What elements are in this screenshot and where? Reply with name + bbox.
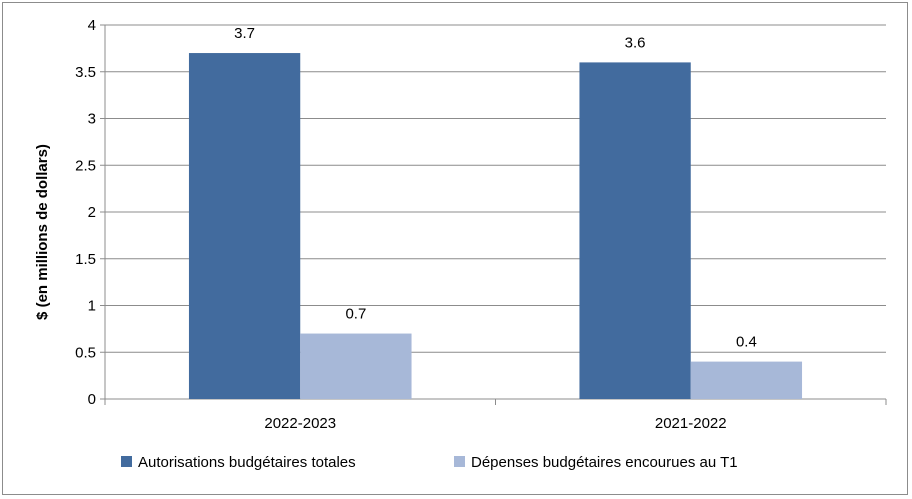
bars [188,53,803,400]
legend-swatch [121,456,132,467]
data-label: 3.6 [625,34,646,51]
legend: Autorisations budgétaires totales Dépense… [121,454,738,471]
bar [690,361,803,399]
axes: 0 0.5 1 1.5 2 2.5 3 3.5 4 2022-2023 2021-2022 [75,17,887,432]
x-tick-label: 2022-2023 [264,415,336,432]
bar [579,62,691,400]
legend-label: Dépenses budgétaires encourues au T1 [471,454,738,471]
y-tick-label: 3 [88,111,96,128]
y-axis-title: $ (en millions de dollars) [34,144,51,320]
y-tick-label: 3.5 [75,64,96,81]
x-tick-label: 2021-2022 [655,415,727,432]
y-tick-label: 0.5 [75,344,96,361]
legend-label: Autorisations budgétaires totales [138,454,356,471]
data-label: 0.7 [345,306,366,323]
data-label: 3.7 [234,25,255,42]
y-tick-label: 2 [88,204,96,221]
y-tick-label: 1.5 [75,251,96,268]
y-tick-label: 2.5 [75,157,96,174]
bar [188,53,301,400]
y-tick-label: 4 [88,17,96,34]
y-tick-label: 0 [88,391,96,408]
data-label: 0.4 [736,334,757,351]
legend-swatch [454,456,465,467]
data-labels: 3.7 0.7 3.6 0.4 [234,25,757,351]
bar [300,333,412,399]
y-tick-label: 1 [88,298,96,315]
